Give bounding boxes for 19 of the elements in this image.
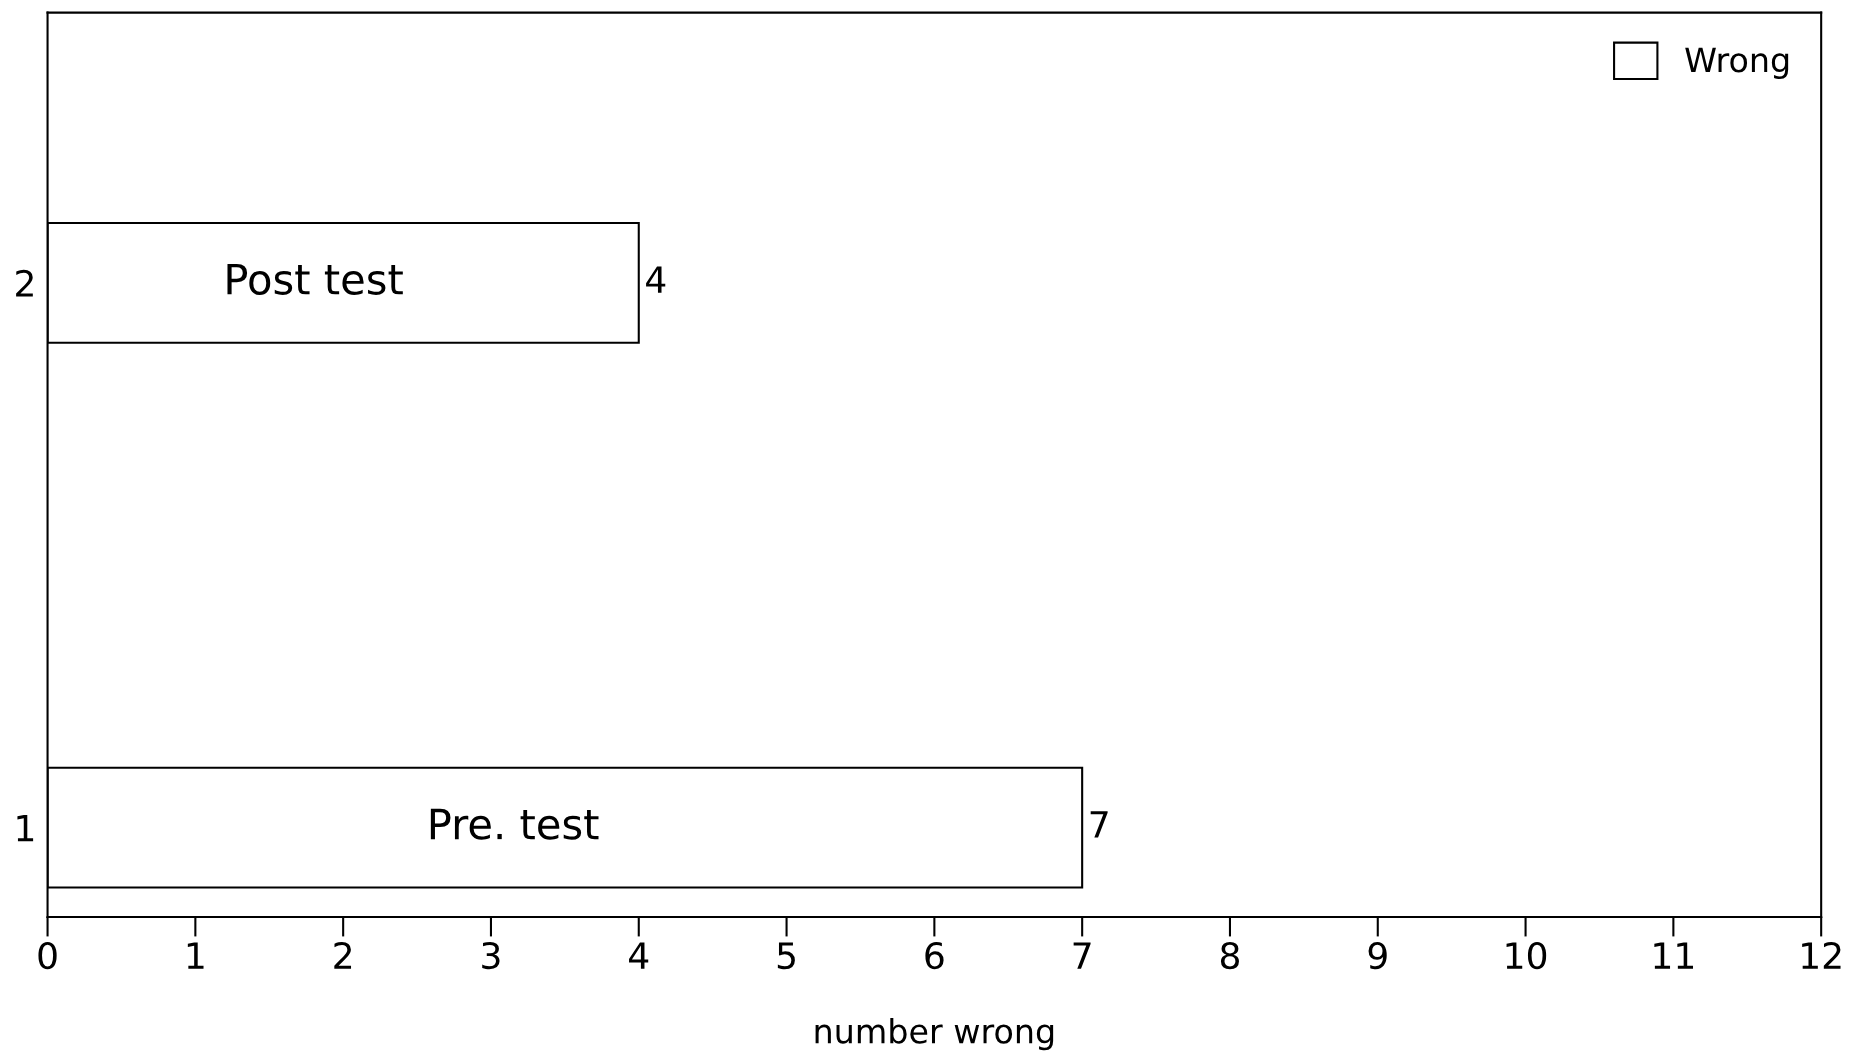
annotation: Post test <box>227 263 403 295</box>
x-tick-label: 9 <box>1368 941 1387 970</box>
x-tick-label: 6 <box>925 941 944 970</box>
x-tick-label: 4 <box>629 942 649 969</box>
x-tick-label: 12 <box>1802 941 1841 969</box>
x-tick-label: 8 <box>1220 941 1239 970</box>
x-tick-label: 5 <box>777 942 795 970</box>
x-axis-title: number wrong <box>815 1017 1054 1051</box>
x-tick-label: 3 <box>482 941 500 970</box>
x-tick-label: 0 <box>38 941 57 970</box>
x-tick-label: 7 <box>1073 942 1091 969</box>
x-tick-label: 2 <box>334 941 352 969</box>
data-label: 4 <box>646 266 666 293</box>
data-label: 7 <box>1090 811 1108 838</box>
legend-label: Wrong <box>1685 47 1789 79</box>
x-tick-label: 1 <box>187 942 204 969</box>
annotation: Pre. test <box>430 808 599 840</box>
x-tick-label: 11 <box>1654 942 1694 969</box>
x-tick-label: 10 <box>1506 941 1547 970</box>
